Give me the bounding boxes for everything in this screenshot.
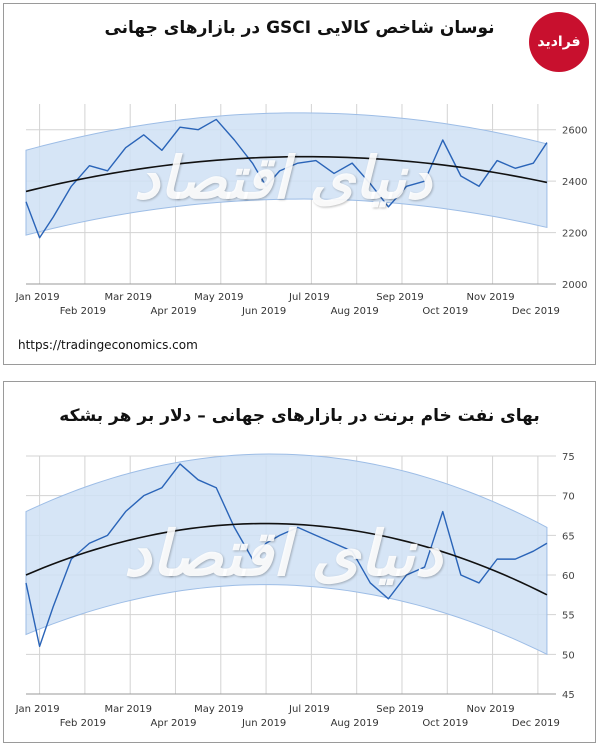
x-tick-label: Mar 2019: [104, 704, 152, 715]
logo-text: فرادید: [537, 34, 581, 50]
x-tick-label: May 2019: [194, 292, 243, 303]
x-tick-label: Aug 2019: [331, 306, 379, 317]
x-tick-label: Nov 2019: [467, 704, 515, 715]
y-tick-label: 2400: [562, 177, 587, 188]
x-tick-label: Nov 2019: [467, 292, 515, 303]
y-tick-label: 75: [562, 452, 575, 463]
x-tick-label: Mar 2019: [104, 292, 152, 303]
source-link[interactable]: https://tradingeconomics.com: [18, 338, 198, 352]
gsci-chart-title: نوسان شاخص کالایی GSCI در بازارهای جهانی: [104, 18, 495, 38]
x-tick-label: Jan 2019: [15, 704, 60, 715]
x-tick-label: Apr 2019: [151, 306, 197, 317]
x-tick-label: Sep 2019: [376, 292, 423, 303]
y-tick-label: 55: [562, 611, 575, 622]
y-tick-label: 2200: [562, 229, 587, 240]
x-tick-label: Aug 2019: [331, 718, 379, 729]
x-tick-label: May 2019: [194, 704, 243, 715]
series-line: [25, 118, 548, 239]
x-tick-label: Jul 2019: [288, 292, 330, 303]
x-tick-label: Jan 2019: [15, 292, 60, 303]
y-tick-label: 2000: [562, 280, 587, 291]
series-line: [25, 463, 548, 648]
gsci-chart: 2000 2200 2400 2600 Jan 2019 Mar 2019 May 2019…: [15, 104, 587, 317]
x-tick-label: Oct 2019: [422, 306, 468, 317]
trend-band: [25, 112, 548, 236]
x-tick-label: Jun 2019: [241, 306, 286, 317]
brent-chart: 45 50 55 60 65 70 75 Jan 2019 Mar 2019 May 2019 Ju…: [15, 452, 575, 729]
x-tick-label: Jun 2019: [241, 718, 286, 729]
y-tick-label: 45: [562, 690, 575, 701]
x-tick-label: Feb 2019: [60, 306, 106, 317]
x-tick-label: Sep 2019: [376, 704, 423, 715]
x-tick-label: Feb 2019: [60, 718, 106, 729]
trend-band: [25, 453, 548, 656]
y-tick-label: 50: [562, 650, 575, 661]
x-tick-label: Dec 2019: [512, 718, 560, 729]
y-tick-label: 65: [562, 531, 575, 542]
y-tick-label: 60: [562, 571, 575, 582]
trend-curve: [25, 155, 548, 193]
x-tick-label: Oct 2019: [422, 718, 468, 729]
brent-chart-title: بهای نفت خام برنت در بازارهای جهانی – دل…: [59, 406, 540, 426]
trend-curve: [25, 522, 548, 596]
x-tick-label: Dec 2019: [512, 306, 560, 317]
gsci-panel: نوسان شاخص کالایی GSCI در بازارهای جهانی…: [3, 3, 596, 365]
brent-panel: بهای نفت خام برنت در بازارهای جهانی – دل…: [3, 381, 596, 743]
x-tick-label: Apr 2019: [151, 718, 197, 729]
faradid-logo: فرادید: [529, 12, 589, 72]
y-tick-label: 2600: [562, 126, 587, 137]
x-tick-label: Jul 2019: [288, 704, 330, 715]
y-tick-label: 70: [562, 492, 575, 503]
